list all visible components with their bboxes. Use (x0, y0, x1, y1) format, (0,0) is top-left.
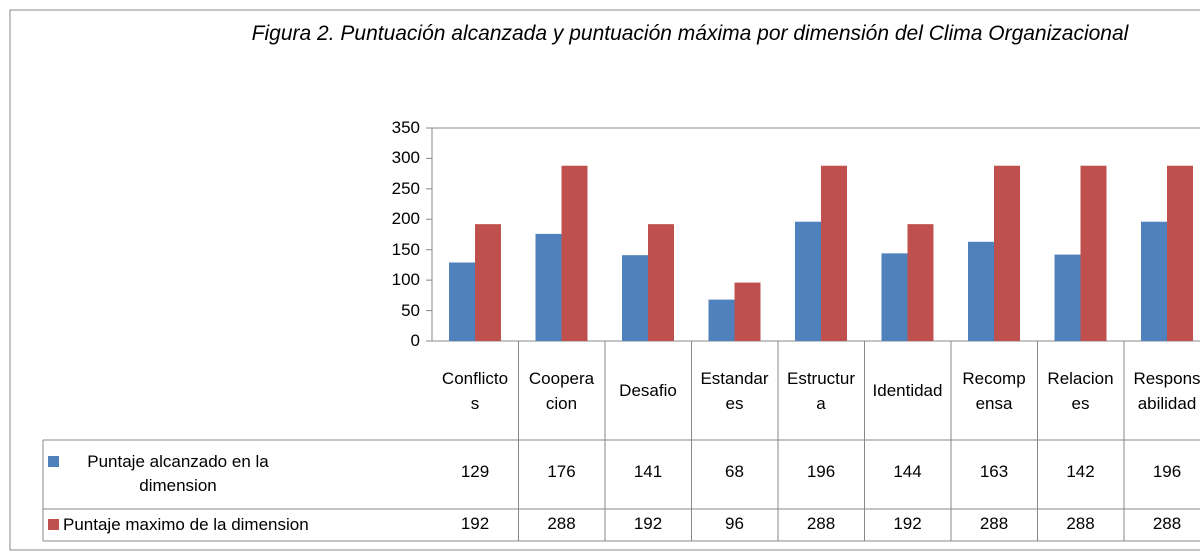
table-value: 196 (1152, 462, 1182, 481)
bar (821, 165, 847, 341)
legend-swatch (48, 456, 59, 467)
bar (1054, 254, 1081, 341)
table-value: 142 (1066, 462, 1095, 481)
category-label: Recompensa (962, 368, 1026, 413)
legend-entry: Puntaje maximo de la dimension (48, 513, 428, 537)
bar (708, 299, 735, 341)
category-label: Estandares (700, 368, 769, 413)
legend-swatch (48, 519, 59, 530)
bar (535, 233, 562, 341)
category-label: Conflictos (441, 368, 509, 413)
bar (968, 241, 994, 341)
table-value: 176 (547, 462, 576, 481)
table-value: 96 (725, 514, 744, 533)
bar (734, 282, 761, 341)
table-value: 163 (979, 462, 1009, 481)
bar (907, 224, 934, 341)
bar (994, 165, 1020, 341)
y-tick-label: 0 (410, 331, 420, 350)
category-label: Cooperacion (528, 368, 595, 413)
y-tick-label: 350 (391, 118, 420, 137)
table-value: 192 (460, 514, 490, 533)
category-label: Estructura (786, 368, 856, 413)
bar (1080, 165, 1107, 341)
table-value: 288 (979, 514, 1009, 533)
y-tick-label: 300 (391, 148, 420, 168)
y-tick-label: 250 (391, 178, 420, 198)
table-value: 288 (806, 514, 836, 533)
category-label: Relaciones (1047, 368, 1114, 413)
table-value: 68 (725, 462, 744, 481)
category-label: Identidad (872, 381, 943, 400)
table-value: 288 (1152, 514, 1182, 533)
y-tick-label: 150 (391, 239, 420, 259)
table-value: 129 (460, 462, 490, 481)
bar (475, 224, 501, 341)
chart-title: Figura 2. Puntuación alcanzada y puntuac… (251, 22, 1129, 45)
y-tick-label: 100 (391, 270, 420, 290)
table-value: 141 (633, 462, 663, 481)
bar (1167, 165, 1193, 341)
table-value: 288 (1066, 514, 1095, 533)
table-value: 288 (547, 514, 576, 533)
bar (622, 255, 648, 341)
y-tick-label: 200 (391, 209, 420, 229)
table-value: 196 (806, 462, 836, 481)
bar (648, 224, 674, 341)
bar (561, 165, 588, 341)
bar (795, 221, 821, 341)
table-value: 192 (633, 514, 663, 533)
bar (1141, 221, 1167, 341)
legend-label: Puntaje maximo de la dimension (63, 515, 309, 534)
category-label: Desafio (619, 381, 677, 400)
frame (9, 9, 1200, 551)
bar (449, 262, 475, 341)
category-label: Responsabilidad (1133, 368, 1200, 413)
bar (881, 253, 908, 341)
y-tick-label: 50 (401, 300, 420, 320)
table-value: 144 (893, 462, 922, 481)
legend-entry: Puntaje alcanzado en la dimension (48, 450, 428, 498)
table-value: 192 (893, 514, 922, 533)
legend-label: Puntaje alcanzado en la dimension (87, 452, 269, 495)
